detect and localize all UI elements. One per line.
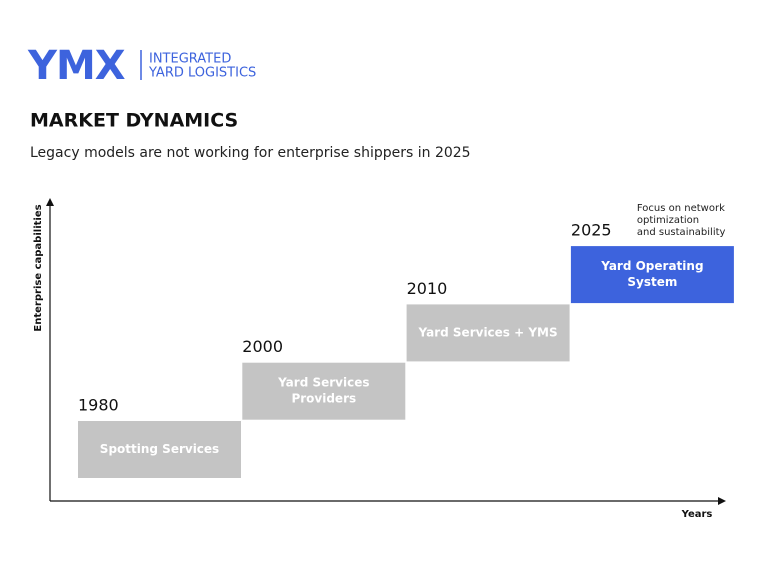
steps: 1980 Spotting Services 2000 Yard Services Pr… [78,203,734,478]
step-note: optimization [637,215,699,226]
step-box [570,246,734,304]
logo-line: YARD LOGISTICS [148,66,256,81]
step-year: 2025 [571,221,612,240]
step-note: and sustainability [637,227,726,238]
step-label: Spotting Services [100,442,219,456]
x-arrow [718,497,726,505]
step-label: Yard Services + YMS [418,325,558,339]
step-year: 2010 [407,279,448,298]
step-box [406,304,570,362]
step-label: Providers [291,392,356,406]
y-arrow [46,198,54,206]
logo-line: INTEGRATED [149,52,231,67]
step-note: Focus on network [637,203,725,214]
x-axis-label: Years [681,509,713,520]
subtitle: Legacy models are not working for enterp… [30,145,471,161]
title: MARKET DYNAMICS [30,110,238,132]
step-year: 2000 [242,337,283,356]
step-box [242,362,406,420]
step-label: Yard Operating [600,259,703,273]
step-year: 1980 [78,396,119,415]
step-box [78,421,241,478]
step-label: System [627,275,677,289]
logo-mark: YMX [27,43,126,89]
step-label: Yard Services [277,376,369,390]
y-axis-label: Enterprise capabilities [33,204,44,331]
